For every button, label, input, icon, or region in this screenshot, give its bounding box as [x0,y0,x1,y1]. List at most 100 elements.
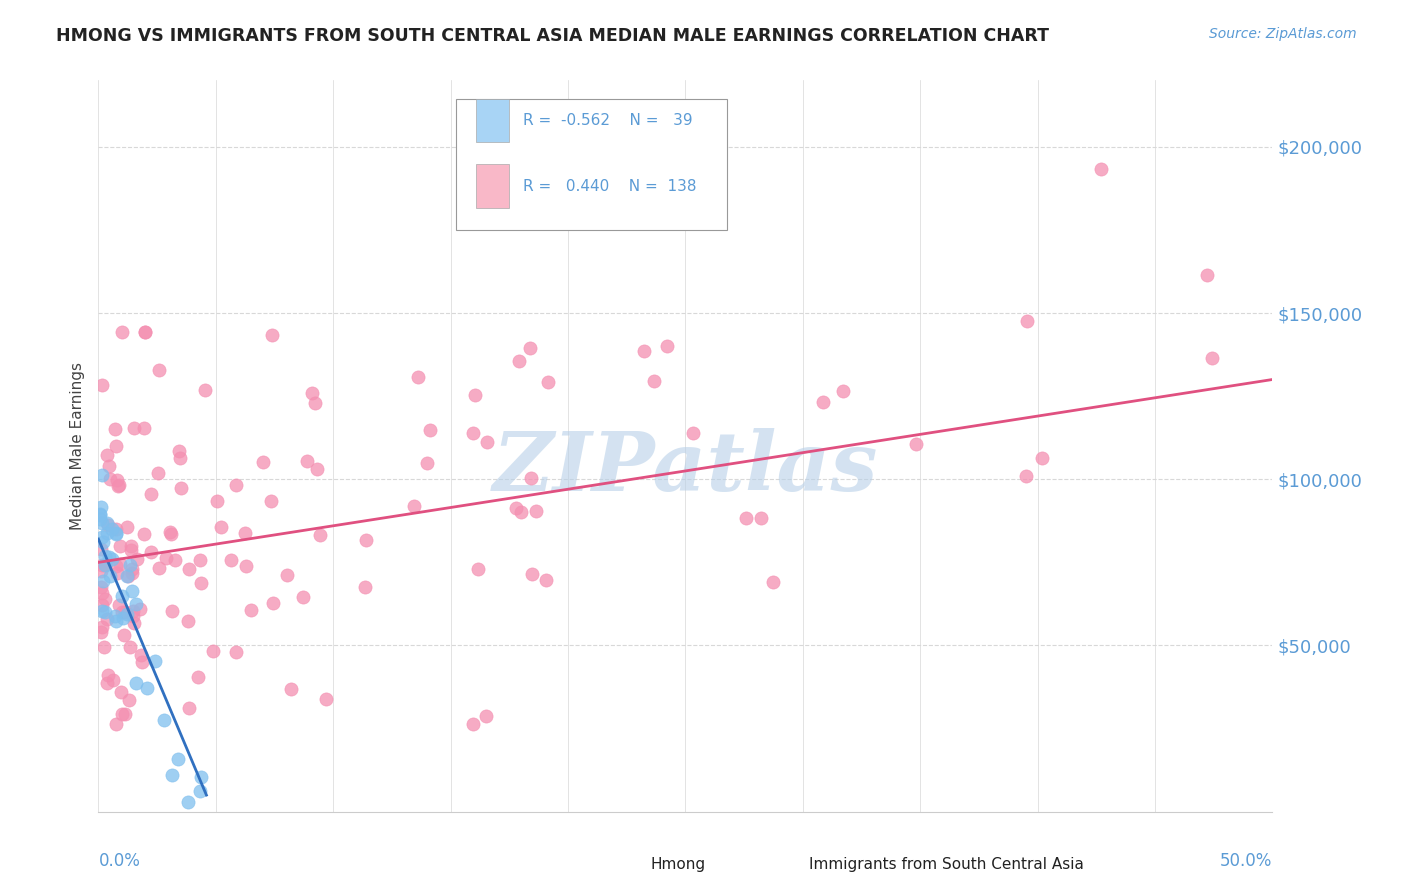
Point [762,575,785,590]
Point [160,527,183,541]
Point [91,377,114,392]
Bar [477,98,509,143]
Point [419,423,441,437]
Point [117,569,139,583]
Point [179,562,201,576]
Point [91,516,114,530]
Point [96,516,118,530]
Point [225,645,247,659]
Point [121,562,143,576]
Point [190,771,212,785]
Point [134,326,156,340]
Point [91,620,114,634]
Point [120,542,142,557]
Point [520,567,543,582]
Point [94,558,117,572]
FancyBboxPatch shape [457,98,727,230]
Point [111,326,134,340]
Point [117,607,139,622]
Point [122,603,145,617]
Point [90,599,112,613]
Point [177,701,200,715]
Point [402,500,425,514]
Point [225,478,247,492]
Point [160,768,183,782]
Point [252,455,274,469]
Point [96,612,118,626]
Point [143,654,166,668]
Point [309,528,332,542]
Point [416,456,439,470]
Point [235,558,257,573]
Point [112,627,135,641]
Point [904,437,927,451]
Point [98,569,121,583]
Point [128,602,150,616]
Point [464,388,486,402]
Point [107,477,129,491]
Point [89,508,111,522]
Text: Immigrants from South Central Asia: Immigrants from South Central Asia [808,857,1084,872]
Point [94,592,117,607]
Point [240,603,263,617]
Point [165,553,187,567]
Point [105,473,128,487]
Point [90,542,112,557]
Point [188,553,211,567]
Bar [621,852,644,878]
Text: 0.0%: 0.0% [98,852,141,870]
Point [134,421,156,435]
Point [276,568,298,582]
Point [90,468,112,483]
Point [170,481,193,495]
Point [114,706,136,721]
Point [292,590,315,604]
Point [643,374,665,388]
Point [110,539,132,553]
Point [91,574,114,588]
Point [96,676,118,690]
Point [177,614,200,628]
Point [519,471,541,485]
Point [633,344,655,359]
Point [295,454,318,468]
Point [108,599,131,613]
Point [139,487,162,501]
Point [811,395,834,409]
Point [188,784,211,798]
Point [262,596,284,610]
Point [105,559,128,574]
Point [91,535,114,549]
Point [1015,468,1038,483]
Point [159,524,181,539]
Point [107,479,129,493]
Point [104,614,127,628]
Point [167,752,190,766]
Point [110,589,132,603]
Point [117,569,139,583]
Point [260,493,283,508]
Point [104,526,127,541]
Point [463,717,485,731]
Point [125,551,148,566]
Point [112,611,135,625]
Point [1017,314,1039,328]
Point [655,339,678,353]
Point [1201,351,1223,365]
Point [121,609,143,624]
Point [89,512,111,526]
Point [110,706,132,721]
Point [134,526,156,541]
Point [519,341,541,355]
Bar [779,852,803,878]
Point [205,494,228,508]
Point [90,564,112,578]
Point [125,598,148,612]
Point [107,566,129,580]
Point [96,448,118,462]
Point [177,795,200,809]
Point [104,522,127,536]
Point [467,562,489,576]
Point [1031,450,1053,465]
Point [169,450,191,465]
